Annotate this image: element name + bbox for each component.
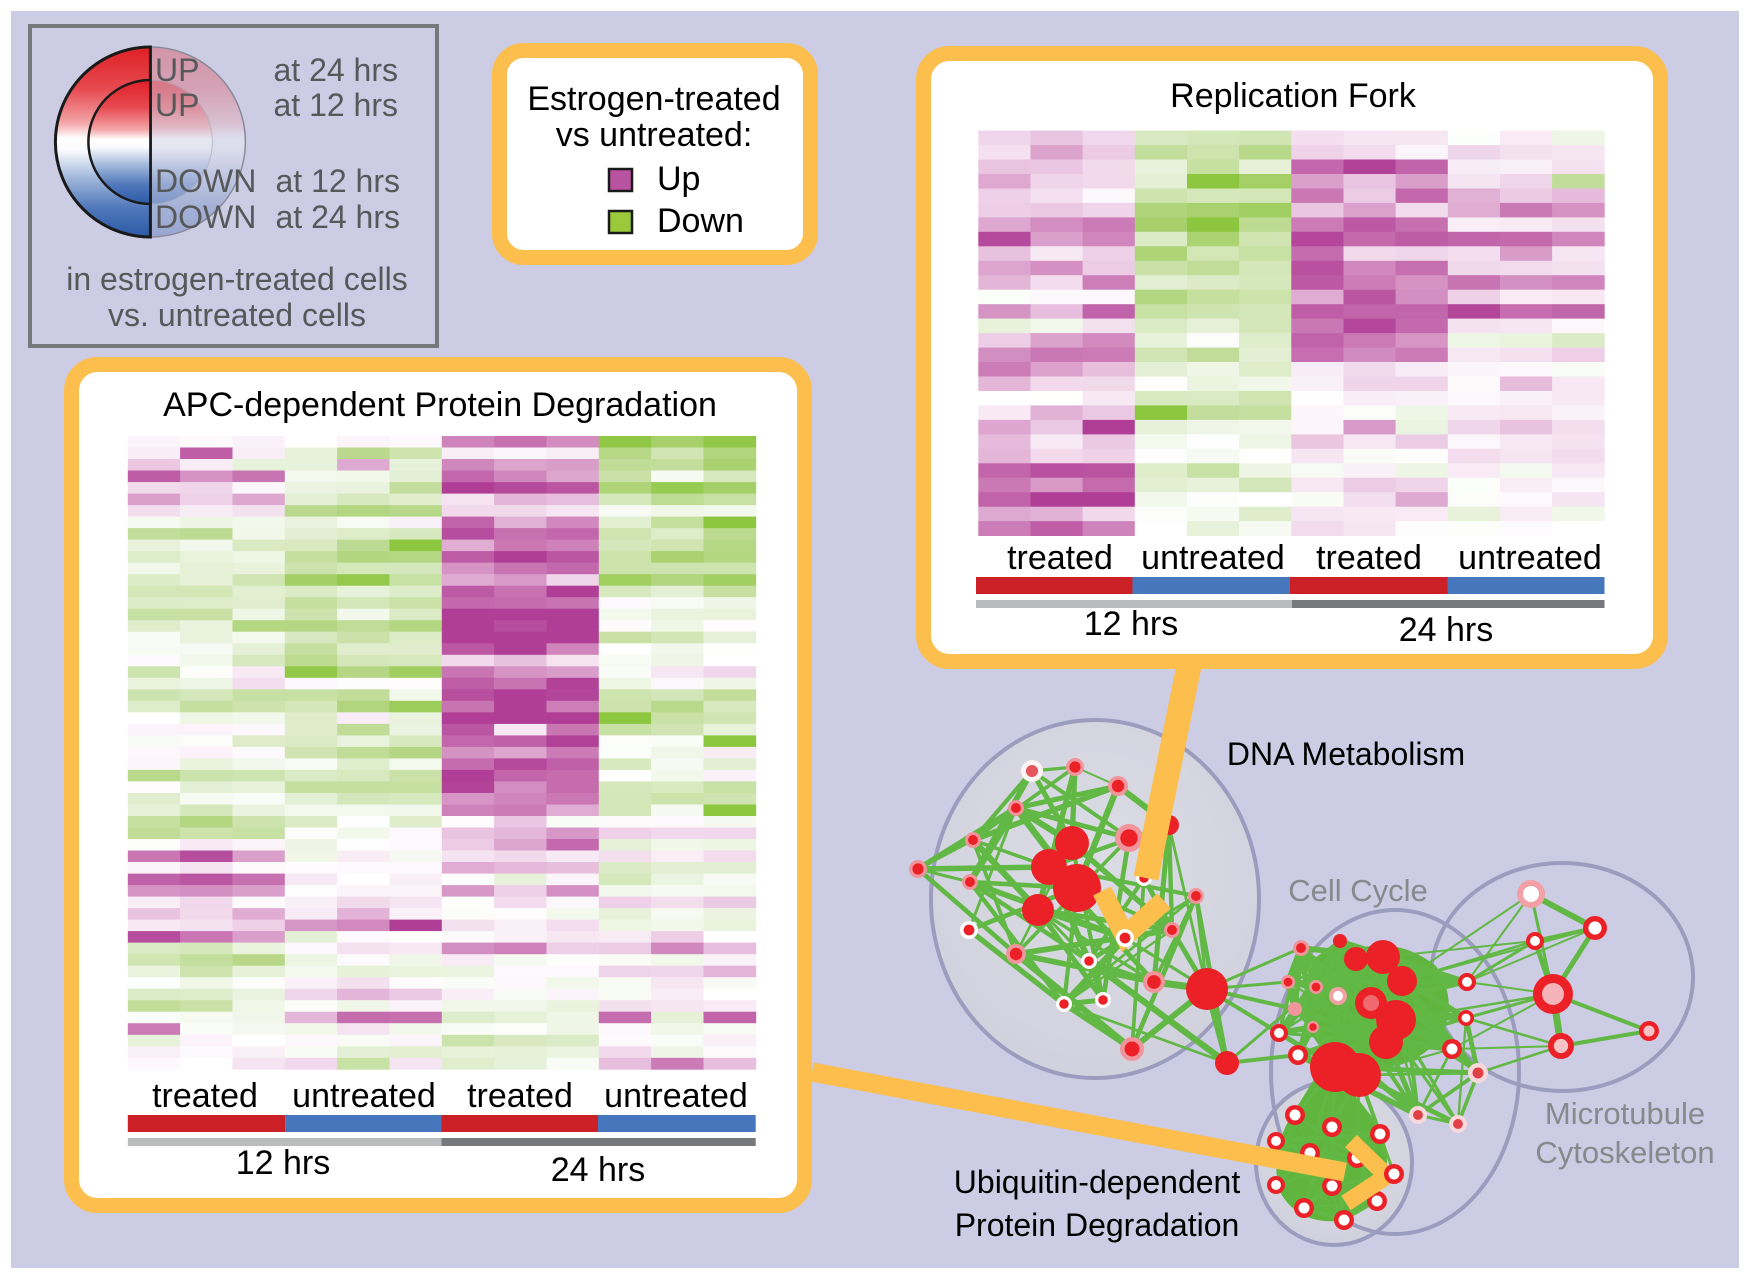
svg-text:UP: UP	[155, 52, 199, 88]
svg-text:treated: treated	[467, 1077, 573, 1115]
svg-text:at 12 hrs: at 12 hrs	[273, 87, 398, 123]
svg-text:DOWN: DOWN	[155, 199, 256, 235]
svg-text:DOWN: DOWN	[155, 163, 256, 199]
svg-text:Down: Down	[657, 202, 744, 240]
svg-text:at 12 hrs: at 12 hrs	[275, 163, 400, 199]
svg-text:in estrogen-treated cells: in estrogen-treated cells	[66, 261, 408, 297]
svg-text:Ubiquitin-dependent: Ubiquitin-dependent	[954, 1164, 1241, 1200]
svg-text:treated: treated	[1007, 539, 1113, 577]
svg-text:untreated: untreated	[604, 1077, 748, 1115]
svg-text:UP: UP	[155, 87, 199, 123]
svg-text:Cytoskeleton: Cytoskeleton	[1535, 1135, 1714, 1170]
svg-text:Replication Fork: Replication Fork	[1170, 77, 1417, 115]
svg-text:Protein Degradation: Protein Degradation	[955, 1207, 1240, 1243]
svg-text:Up: Up	[657, 160, 700, 198]
svg-text:Microtubule: Microtubule	[1545, 1096, 1705, 1131]
svg-text:treated: treated	[152, 1077, 258, 1115]
svg-text:untreated: untreated	[1458, 539, 1602, 577]
svg-text:12 hrs: 12 hrs	[1084, 605, 1179, 643]
svg-text:treated: treated	[1316, 539, 1422, 577]
svg-text:at 24 hrs: at 24 hrs	[273, 52, 398, 88]
svg-text:APC-dependent Protein Degradat: APC-dependent Protein Degradation	[163, 386, 717, 424]
svg-text:24 hrs: 24 hrs	[1399, 611, 1494, 649]
svg-text:untreated: untreated	[1141, 539, 1285, 577]
svg-text:Cell Cycle: Cell Cycle	[1288, 873, 1428, 908]
svg-text:at 24 hrs: at 24 hrs	[275, 199, 400, 235]
svg-text:24 hrs: 24 hrs	[551, 1151, 646, 1189]
svg-text:vs. untreated cells: vs. untreated cells	[108, 297, 366, 333]
svg-text:untreated: untreated	[292, 1077, 436, 1115]
svg-text:DNA Metabolism: DNA Metabolism	[1227, 736, 1465, 772]
svg-text:12 hrs: 12 hrs	[236, 1144, 331, 1182]
